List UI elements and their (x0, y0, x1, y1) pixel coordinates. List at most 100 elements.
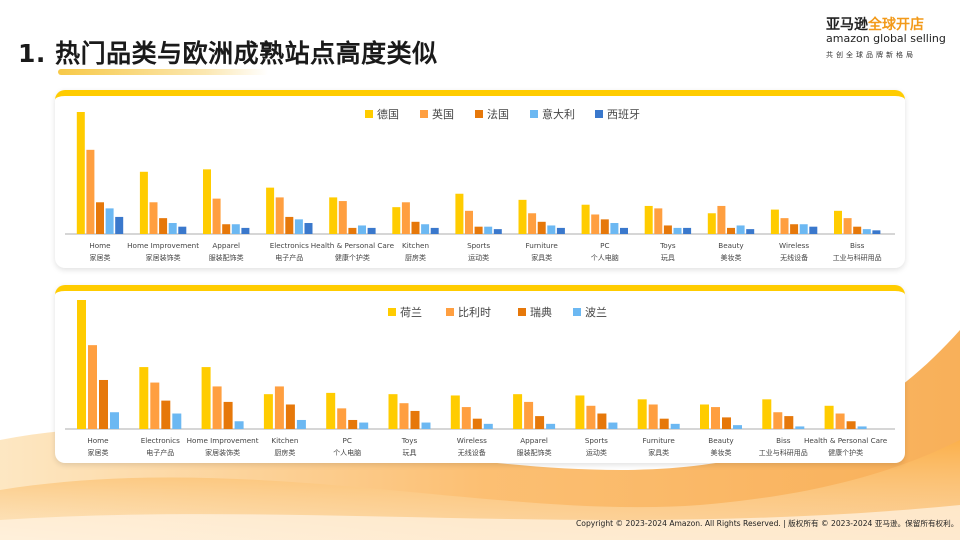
bar-home-improvement-3 (223, 401, 233, 429)
x-tick-label-cn: 无线设备 (458, 448, 486, 457)
x-tick-label-cn: 健康个护类 (828, 448, 863, 457)
bar-kitchen-1 (392, 207, 401, 234)
logo-cn-brand: 亚马逊 (826, 17, 868, 33)
x-tick-label-en: Kitchen (271, 436, 298, 445)
x-tick-label-en: Home (89, 241, 111, 250)
bar-wireless-3 (472, 418, 482, 429)
legend-swatch-1 (365, 110, 373, 118)
bar-biss-3 (853, 226, 862, 234)
legend-swatch-1 (388, 308, 396, 316)
x-tick-label-cn: 厨房类 (274, 448, 295, 457)
bar-sports-3 (474, 226, 483, 234)
bar-toys-2 (654, 208, 663, 234)
bar-home-improvement-5 (178, 226, 187, 234)
legend-label-2: 比利时 (458, 306, 491, 319)
x-tick-label-cn: 工业与科研用品 (759, 448, 808, 457)
bar-electronics-5 (304, 223, 313, 234)
bar-wireless-5 (809, 226, 818, 234)
x-tick-label-en: Beauty (718, 241, 744, 250)
legend-label-1: 荷兰 (400, 306, 422, 319)
bar-kitchen-1 (263, 394, 273, 429)
x-tick-label-en: Beauty (708, 436, 734, 445)
x-tick-label-cn: 电子产品 (275, 253, 303, 262)
x-tick-label-en: Furniture (526, 241, 559, 250)
bar-chart-emerging-markets: 荷兰 比利时 瑞典 波兰 Home 家居类 Electronics 电子产品 Home Impr… (65, 300, 895, 457)
bar-home-improvement-2 (212, 386, 222, 429)
copyright-footer: Copyright © 2023-2024 Amazon. All Rights… (576, 519, 959, 528)
bar-electronics-3 (161, 400, 171, 429)
bar-wireless-1 (450, 395, 460, 429)
x-tick-label-cn: 家具类 (531, 253, 552, 262)
legend-swatch-3 (475, 110, 483, 118)
bar-beauty-2 (711, 407, 720, 429)
x-tick-label-cn: 玩具 (403, 449, 417, 457)
bar-pc-4 (359, 422, 369, 429)
bar-furniture-2 (648, 404, 658, 429)
x-tick-label-en: Biss (776, 436, 791, 445)
bar-health-personal-care-3 (846, 421, 856, 429)
x-tick-label-en: PC (600, 241, 609, 250)
bar-apparel-2 (212, 198, 221, 234)
bar-kitchen-3 (411, 221, 420, 234)
bar-sports-2 (465, 210, 473, 234)
x-tick-label-cn: 服装配饰类 (517, 448, 552, 457)
bar-home-1 (76, 112, 85, 234)
bar-health-personal-care-1 (329, 197, 338, 234)
bar-biss-3 (784, 416, 794, 429)
x-tick-label-cn: 美妆类 (721, 253, 742, 262)
bar-beauty-3 (727, 227, 735, 234)
bar-home-3 (99, 379, 108, 429)
bar-furniture-3 (537, 221, 546, 234)
bar-apparel-5 (241, 227, 250, 234)
bar-wireless-3 (790, 224, 799, 234)
legend-swatch-3 (518, 308, 526, 316)
x-tick-label-en: Apparel (212, 241, 240, 250)
bar-toys-3 (410, 410, 420, 429)
bar-beauty-1 (707, 213, 716, 234)
page-title: 1. 热门品类与欧洲成熟站点高度类似 (18, 39, 438, 68)
bar-sports-5 (493, 229, 502, 234)
x-tick-label-cn: 家居类 (88, 448, 109, 457)
legend-label-2: 英国 (432, 107, 454, 121)
bar-beauty-3 (722, 417, 731, 429)
x-tick-label-cn: 个人电脑 (333, 448, 361, 457)
x-tick-label-cn: 服装配饰类 (209, 253, 244, 262)
bar-sports-4 (484, 226, 493, 234)
legend-label-1: 德国 (377, 107, 399, 121)
legend-label-3: 法国 (487, 107, 509, 121)
x-tick-label-en: Biss (850, 241, 865, 250)
x-tick-label-en: Electronics (270, 241, 309, 250)
bar-toys-3 (663, 225, 672, 234)
x-tick-label-cn: 无线设备 (780, 253, 808, 262)
bar-sports-4 (608, 422, 618, 429)
x-tick-label-en: Home Improvement (187, 436, 259, 445)
bar-sports-1 (575, 395, 585, 429)
bar-health-personal-care-2 (338, 201, 347, 234)
x-tick-label-cn: 个人电脑 (591, 253, 619, 262)
legend-swatch-2 (446, 308, 454, 316)
bar-pc-1 (326, 392, 336, 429)
bar-beauty-4 (733, 425, 742, 429)
bar-apparel-4 (546, 423, 556, 429)
bar-health-personal-care-3 (348, 227, 357, 234)
bar-wireless-2 (461, 407, 471, 429)
bar-kitchen-2 (274, 386, 284, 429)
bar-biss-2 (773, 412, 783, 429)
bar-electronics-3 (285, 216, 294, 234)
bar-chart-major-markets: 德国 英国 法国 意大利 西班牙 Home 家居类 Home Improvement 家居装饰类… (65, 107, 895, 262)
bar-home-4 (105, 208, 114, 234)
bar-toys-2 (399, 403, 409, 429)
legend-swatch-5 (595, 110, 603, 118)
x-tick-label-en: Wireless (457, 436, 487, 445)
x-tick-label-cn: 厨房类 (405, 253, 426, 262)
bar-apparel-3 (222, 224, 231, 234)
logo-slogan: 共创全球品牌新格局 (826, 51, 916, 59)
x-tick-label-en: Wireless (779, 241, 809, 250)
x-tick-label-cn: 家具类 (648, 448, 669, 457)
bar-biss-1 (762, 399, 772, 429)
chart-card-emerging-markets: 荷兰 比利时 瑞典 波兰 Home 家居类 Electronics 电子产品 Home Impr… (55, 285, 905, 463)
x-tick-label-en: Toys (401, 436, 418, 445)
bar-beauty-2 (717, 205, 726, 234)
bar-home-improvement-1 (139, 171, 148, 234)
bar-furniture-4 (670, 423, 680, 429)
